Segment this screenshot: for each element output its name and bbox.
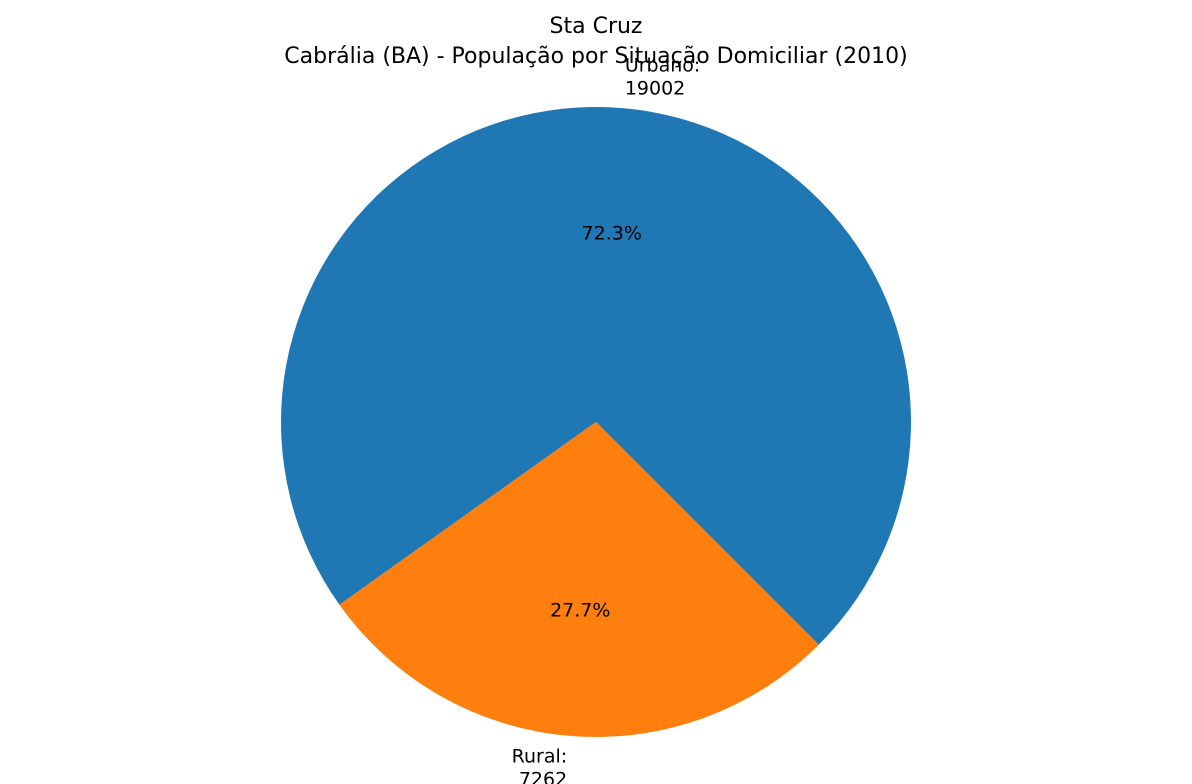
pie-percent-label: 27.7% [550,599,610,621]
pie-slice-value: 19002 [625,78,685,100]
pie-slice-rural [339,422,819,738]
pie-slice-value: 7262 [519,768,567,784]
chart-title-line1: Sta Cruz [550,14,643,39]
chart-title-line2: Cabrália (BA) - População por Situação D… [284,44,907,69]
pie-slice-name: Rural: [512,745,568,767]
pie-percent-label: 72.3% [582,223,642,245]
pie-slices [281,107,912,738]
pie-slice-urbano [281,107,912,645]
pie-labels: 72.3% Urbano: 19002 27.7% Rural: 7262 [512,55,701,784]
pie-slice-label: Urbano: 19002 [625,55,701,100]
pie-slice-label: Rural: 7262 [512,745,568,784]
pie-slice-name: Urbano: [625,55,701,77]
